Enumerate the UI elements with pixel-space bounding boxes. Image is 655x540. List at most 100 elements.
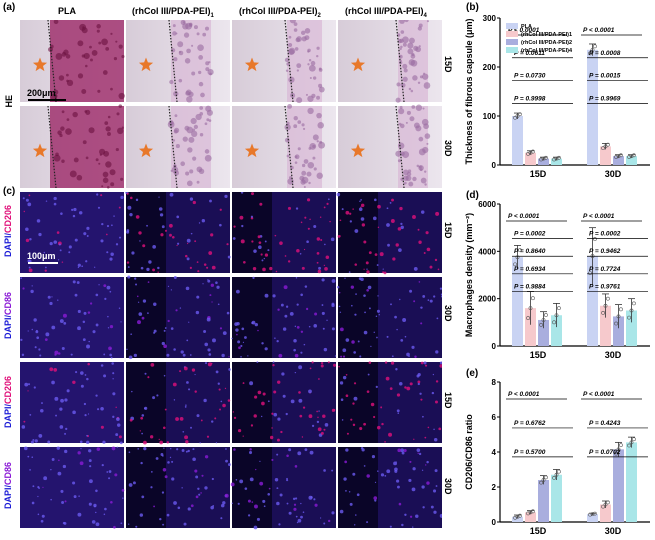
- chart-e-ytick-label: 0: [492, 518, 497, 527]
- chart-e-point: [592, 511, 597, 516]
- chart-b-sig-label: P < 0.0001: [583, 27, 615, 34]
- chart-b-point: [531, 149, 535, 154]
- he-col-title-2: (rhCol III/PDA-PEI)2: [239, 6, 321, 19]
- chart-e-sig-label: P < 0.0001: [508, 391, 540, 398]
- panel-label-a: (a): [3, 2, 16, 13]
- fluor-image-r4-c2: [126, 447, 231, 528]
- star-marker-icon: [32, 57, 48, 72]
- panel-label-b: (b): [466, 2, 479, 13]
- chart-b-sig-label: P = 0.0015: [589, 73, 621, 80]
- chart-b-point: [539, 157, 544, 162]
- fluor-time-1: 15D: [443, 222, 453, 239]
- fluor-image-r4-c3: [230, 447, 336, 530]
- chart-b-point: [618, 153, 623, 158]
- chart-e-sig-label: P < 0.0001: [583, 391, 615, 398]
- chart-d-point: [513, 262, 518, 267]
- chart-b-bar: [587, 49, 598, 165]
- chart-b-point: [592, 44, 597, 49]
- he-image-r2-c3: [232, 103, 336, 189]
- fluor-image-r1-c4: [336, 192, 442, 275]
- chart-b-xtick-label: 15D: [530, 169, 547, 179]
- chart-b-sig-label: P = 0.9998: [514, 95, 546, 102]
- he-col-title-pla: PLA: [58, 6, 76, 16]
- fluor-image-r4-c1: [20, 446, 125, 529]
- chart-d-point: [588, 271, 593, 276]
- chart-b-point: [616, 154, 621, 159]
- chart-b-ytick-label: 100: [483, 112, 497, 121]
- chart-e-point: [513, 515, 518, 520]
- chart-b-ytick-label: 300: [483, 14, 497, 23]
- chart-d-sig-label: P = 0.0002: [589, 231, 621, 238]
- chart-d-ylabel: Macrophages density (mm⁻²): [464, 213, 474, 337]
- he-image-r1-c1: [20, 20, 125, 103]
- chart-d-xtick-label: 15D: [530, 350, 547, 360]
- he-col-title-1: (rhCol III/PDA-PEI)1: [132, 6, 214, 19]
- chart-b-point: [629, 154, 634, 159]
- legend-swatch: [506, 23, 518, 29]
- he-image-r2-c2: [126, 105, 230, 189]
- chart-b-sig-label: P < 0.0001: [508, 27, 540, 34]
- chart-b-bar: [512, 116, 523, 165]
- chart-b-sig-label: P = 0.9969: [589, 95, 621, 102]
- chart-d-sig-label: P = 0.7724: [589, 266, 621, 273]
- chart-e-ytick-label: 4: [492, 448, 497, 457]
- chart-e-xtick-label: 15D: [530, 526, 547, 536]
- fluor-time-2: 30D: [443, 305, 453, 322]
- fluor-image-r3-c3: [232, 361, 337, 443]
- chart-b-bar: [626, 156, 637, 165]
- chart-e-point: [629, 440, 634, 445]
- chart-e-bar: [538, 480, 549, 522]
- chart-e-bar: [525, 512, 536, 522]
- he-image-r1-c2: [126, 20, 230, 103]
- chart-b-ylabel: Thickness of fibrous capsule (μm): [464, 18, 474, 164]
- legend-swatch: [506, 47, 518, 53]
- legend-label: (rhCol III/PDA-PEI)4: [521, 48, 573, 54]
- chart-b-sig-label: P = 0.0008: [589, 50, 621, 57]
- chart-e-point: [539, 480, 544, 485]
- he-image-r2-c1: [20, 104, 124, 189]
- chart-b-point: [544, 155, 548, 160]
- fluor-image-r4-c4: [338, 446, 442, 528]
- chart-e-ylabel: CD206/CD86 ratio: [464, 414, 474, 490]
- chart-b-point: [614, 155, 619, 159]
- chart-d-bar: [626, 310, 637, 346]
- chart-d-point: [541, 318, 546, 322]
- star-marker-icon: [138, 57, 154, 72]
- chart-d-ytick-label: 6000: [478, 200, 496, 209]
- chart-b-bar: [538, 158, 549, 165]
- chart-e-bar: [587, 514, 598, 522]
- fluor-image-r2-c4: [336, 277, 442, 358]
- chart-e-sig-label: P = 0.5700: [514, 449, 546, 456]
- chart-d-ytick-label: 0: [492, 342, 497, 351]
- chart-b-point: [557, 155, 561, 160]
- fluor-image-grid: [20, 192, 442, 530]
- fluor-image-r1-c2: [125, 192, 231, 273]
- chart-e-point: [603, 502, 608, 507]
- chart-b-bar: [613, 156, 624, 165]
- chart-e-point: [515, 514, 520, 519]
- fluor-time-3: 15D: [443, 392, 453, 409]
- chart-d-point: [629, 308, 634, 313]
- he-col-title-4: (rhCol III/PDA-PEI)4: [345, 6, 427, 19]
- fluor-image-r3-c2: [126, 362, 231, 445]
- he-image-grid: [20, 20, 442, 189]
- chart-b-point: [605, 142, 610, 147]
- chart-d-point: [618, 307, 623, 312]
- chart-b-xtick-label: 30D: [605, 169, 622, 179]
- chart-d-sig-label: P = 0.9462: [589, 248, 621, 255]
- chart-e-point: [552, 475, 557, 480]
- star-marker-icon: [244, 143, 260, 158]
- chart-d-bar: [538, 319, 549, 346]
- fluor-image-r2-c3: [231, 276, 337, 358]
- fluor-image-r1-c3: [232, 192, 336, 274]
- star-marker-icon: [350, 143, 366, 158]
- chart-d-bar: [525, 308, 536, 346]
- chart-e-point: [590, 512, 595, 517]
- chart-d-sig-label: P < 0.0001: [583, 213, 615, 220]
- chart-e-bar: [551, 474, 562, 522]
- chart-e-point: [541, 478, 546, 482]
- he-scale-label: 200μm: [27, 88, 56, 98]
- chart-b-bar: [600, 146, 611, 165]
- chart-d-sig-label: P = 0.9884: [514, 283, 546, 290]
- he-image-r1-c3: [232, 20, 336, 104]
